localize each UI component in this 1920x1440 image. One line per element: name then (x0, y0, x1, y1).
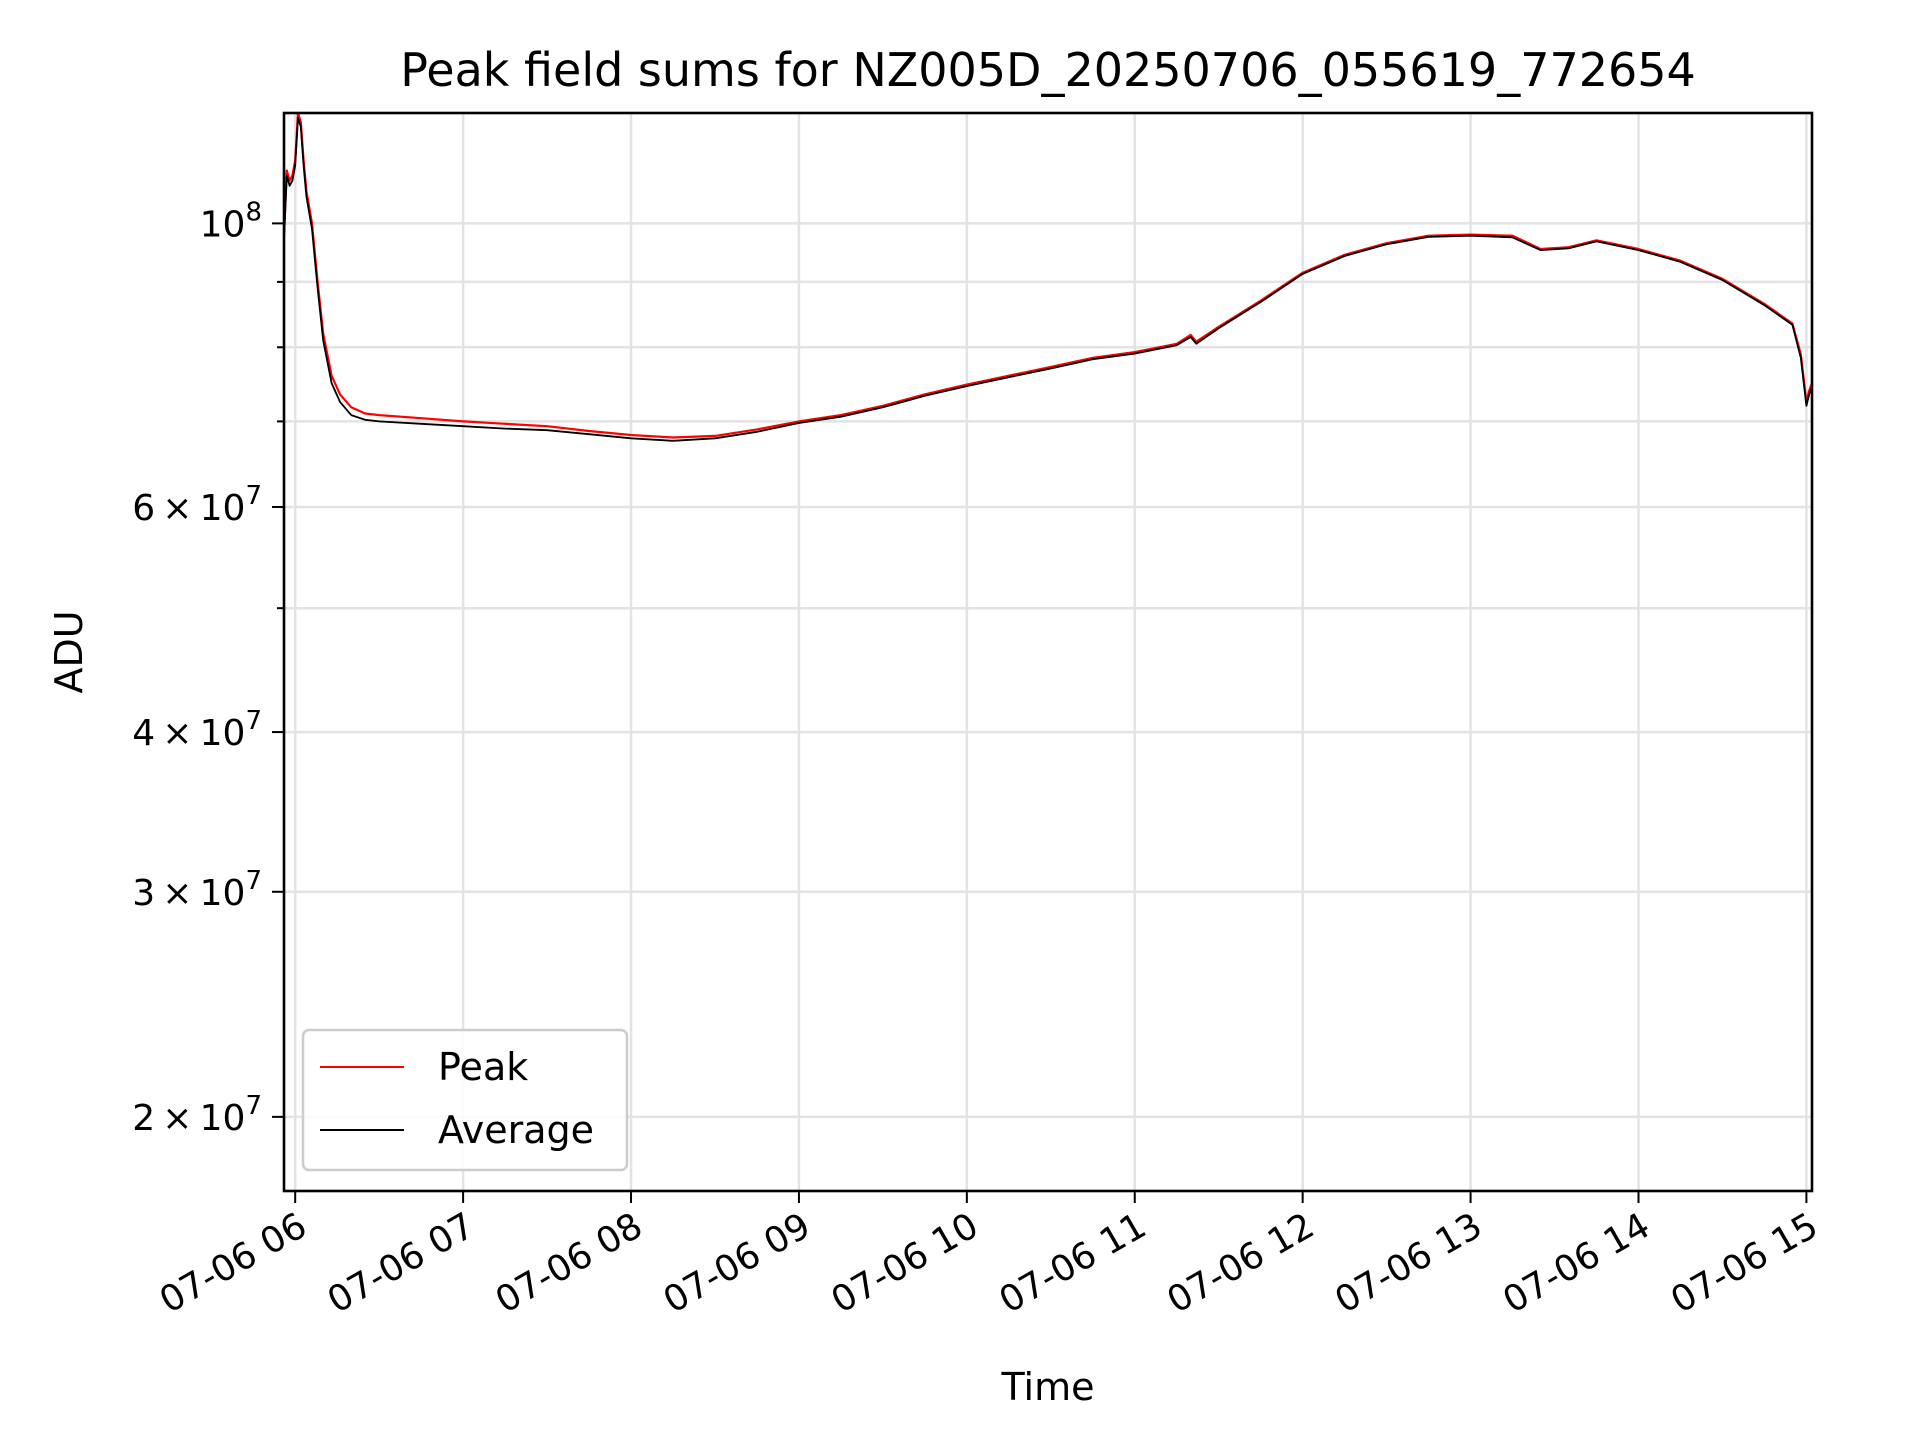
x-axis-label: Time (1001, 1365, 1095, 1409)
y-tick-label: 6 × 107 (132, 481, 262, 529)
y-tick-label: 108 (200, 197, 262, 245)
legend-label-average: Average (438, 1108, 594, 1152)
legend-label-peak: Peak (438, 1045, 528, 1089)
chart-title: Peak field sums for NZ005D_20250706_0556… (400, 43, 1696, 97)
y-tick-label: 3 × 107 (132, 866, 262, 914)
y-tick-label: 2 × 107 (132, 1091, 262, 1139)
legend-box (301, 1028, 629, 1172)
legend: Peak Average (301, 1028, 629, 1172)
grid-lines (284, 113, 1812, 1191)
y-tick-label: 4 × 107 (132, 706, 262, 754)
series-lines (282, 111, 1814, 442)
y-axis-label: ADU (47, 610, 91, 693)
plot-frame (282, 111, 1814, 1193)
series-line-average (283, 116, 1813, 442)
